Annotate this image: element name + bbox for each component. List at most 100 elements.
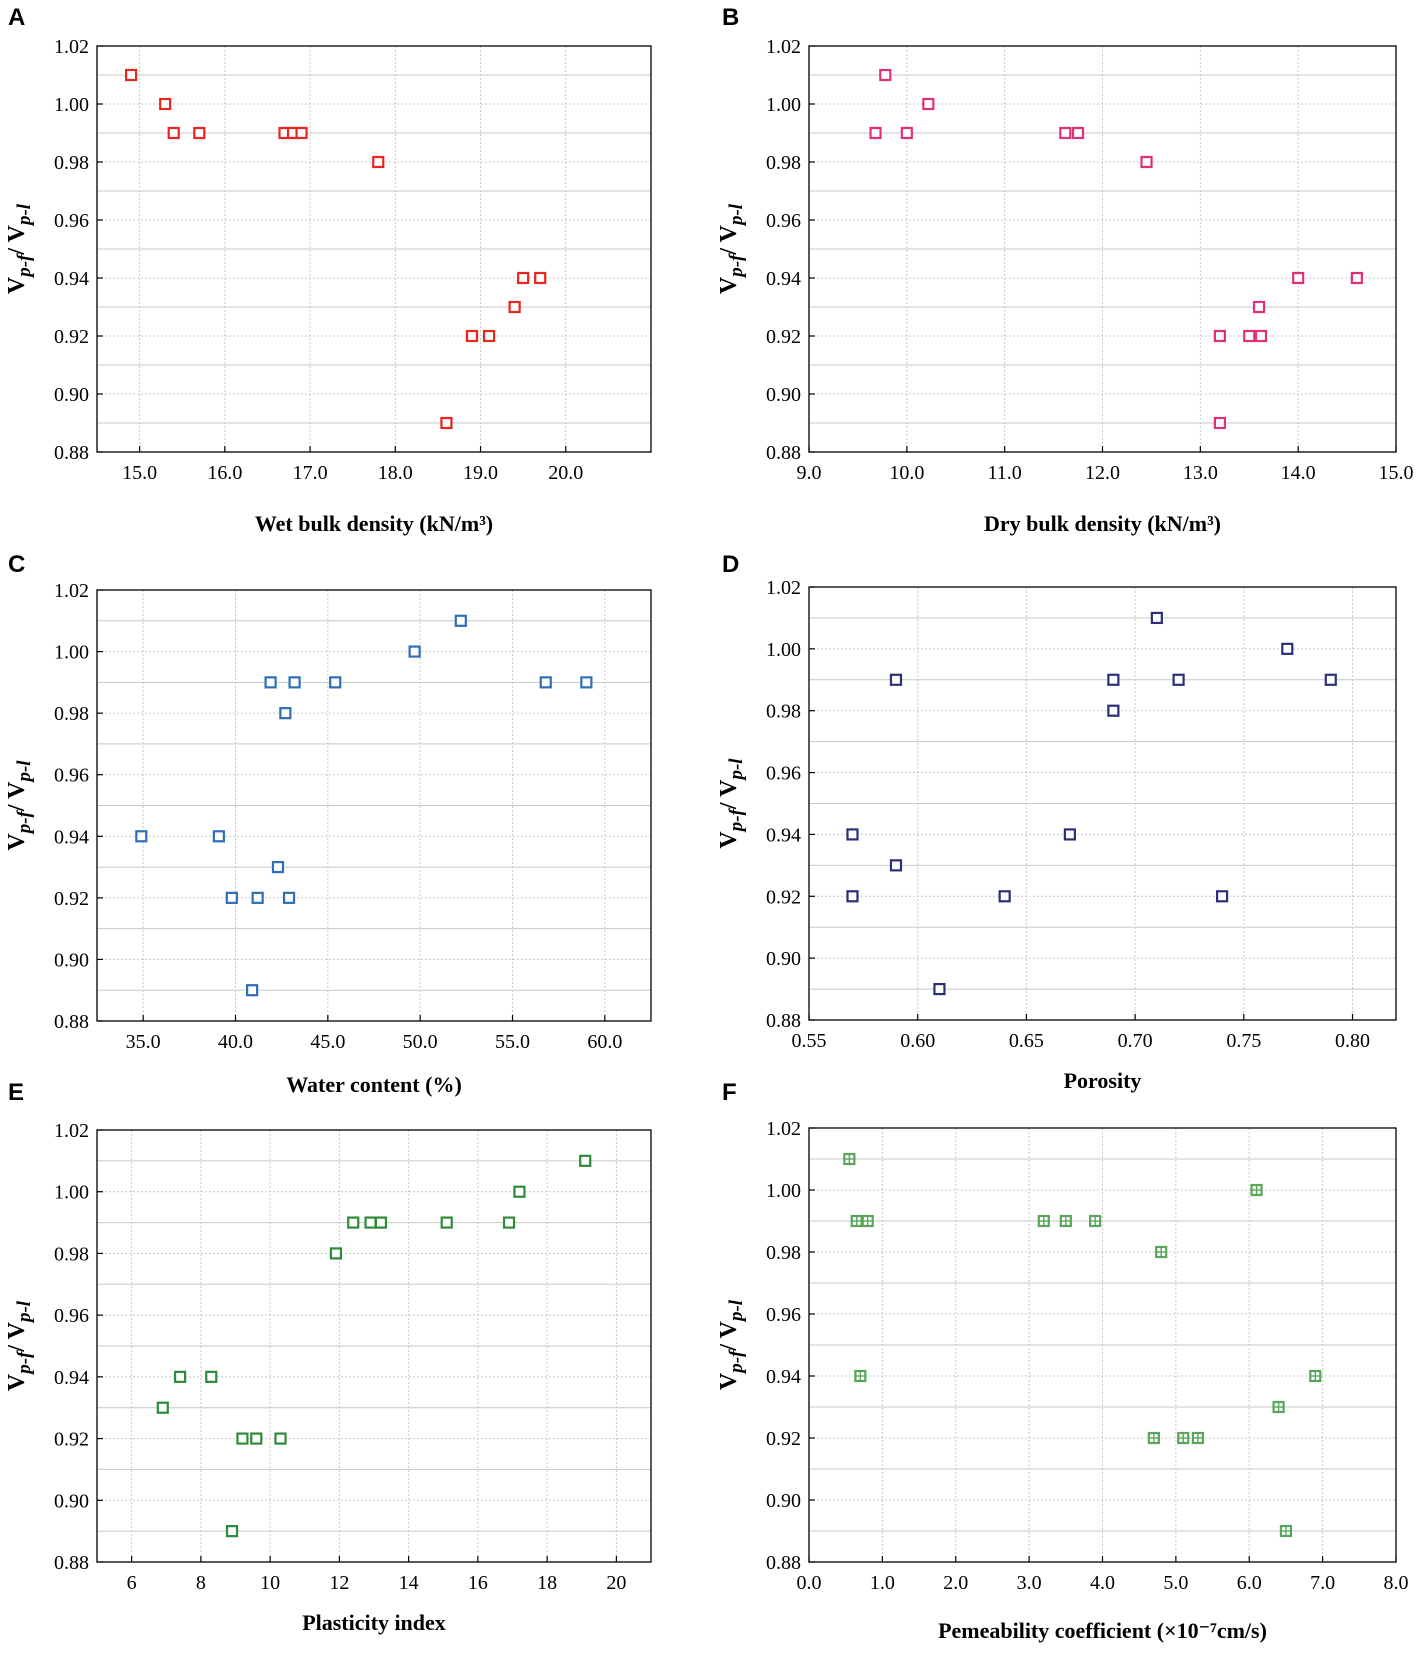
x-tick-label: 13.0 xyxy=(1183,462,1218,484)
data-point xyxy=(1279,1524,1293,1538)
point-marker xyxy=(347,1216,360,1229)
y-axis-title: Vp-f/ Vp-l xyxy=(4,203,35,294)
x-tick-label: 0.55 xyxy=(792,1030,827,1052)
y-tick-label: 1.02 xyxy=(54,580,89,602)
y-tick-label: 0.92 xyxy=(54,888,89,910)
y-tick-label: 0.88 xyxy=(54,1011,89,1033)
y-tick-label: 1.00 xyxy=(54,1182,89,1204)
data-point xyxy=(1107,704,1120,717)
y-tick-label: 0.98 xyxy=(766,152,801,174)
x-tick-label: 6 xyxy=(127,1572,137,1594)
point-marker xyxy=(1350,271,1363,285)
data-point xyxy=(1243,329,1256,343)
point-marker xyxy=(225,891,238,904)
y-title-v: V xyxy=(716,276,742,294)
y-tick-label: 0.92 xyxy=(54,326,89,348)
y-tick-label: 0.90 xyxy=(54,384,89,406)
data-point xyxy=(889,859,903,872)
y-tick-label: 1.00 xyxy=(54,94,89,116)
data-point xyxy=(250,1432,263,1445)
data-point xyxy=(374,1216,388,1229)
data-point xyxy=(1089,1214,1102,1228)
y-tick-label: 0.92 xyxy=(766,886,801,908)
point-marker xyxy=(508,300,521,314)
data-point xyxy=(502,1216,516,1229)
data-point xyxy=(1059,1214,1072,1228)
data-point xyxy=(1292,271,1305,285)
point-marker xyxy=(329,1247,343,1260)
x-tick-label: 18 xyxy=(537,1572,557,1594)
y-tick-label: 0.88 xyxy=(766,442,801,464)
y-tick-label: 0.92 xyxy=(54,1429,89,1451)
plot-frame xyxy=(96,589,652,1022)
data-point xyxy=(212,830,225,843)
x-tick-label: 55.0 xyxy=(495,1031,530,1053)
point-marker xyxy=(1243,329,1256,343)
y-tick-label: 1.00 xyxy=(766,94,801,116)
point-marker xyxy=(372,155,385,169)
data-point xyxy=(364,1216,377,1229)
data-point xyxy=(159,97,172,111)
y-title-sep: / V xyxy=(4,224,30,255)
y-tick-label: 0.98 xyxy=(766,1242,801,1264)
y-title-v: V xyxy=(716,831,742,849)
data-point xyxy=(1140,155,1153,169)
y-title-sub1: p-f xyxy=(14,809,35,835)
point-marker xyxy=(374,1216,388,1229)
y-title-sub2: p-l xyxy=(726,203,747,227)
data-point xyxy=(854,1369,867,1383)
point-marker xyxy=(580,676,593,689)
x-tick-label: 12 xyxy=(329,1572,349,1594)
y-axis-title: Vp-f/ Vp-l xyxy=(4,1300,35,1391)
point-marker xyxy=(271,860,285,874)
point-marker xyxy=(1107,673,1120,686)
data-point xyxy=(534,271,547,285)
data-point xyxy=(372,155,385,169)
data-point xyxy=(889,673,903,686)
x-tick-label: 15.0 xyxy=(1379,462,1414,484)
x-tick-label: 9.0 xyxy=(797,462,822,484)
x-tick-label: 8 xyxy=(196,1572,206,1594)
data-point xyxy=(850,1214,863,1228)
data-point xyxy=(1150,611,1163,625)
data-point xyxy=(246,984,259,997)
plot-frame xyxy=(96,45,652,453)
point-marker xyxy=(869,126,882,140)
x-tick-label: 0.65 xyxy=(1009,1030,1044,1052)
y-tick-label: 0.88 xyxy=(54,1552,89,1574)
data-point xyxy=(1254,329,1268,343)
point-marker xyxy=(236,1432,249,1445)
point-marker xyxy=(1324,673,1337,686)
y-tick-label: 0.96 xyxy=(766,763,801,785)
point-marker xyxy=(193,126,206,140)
data-point xyxy=(440,416,453,430)
y-tick-label: 0.96 xyxy=(54,765,89,787)
point-marker xyxy=(889,859,903,872)
y-tick-label: 0.90 xyxy=(766,384,801,406)
point-marker xyxy=(1281,642,1294,655)
point-marker xyxy=(482,329,496,343)
y-tick-label: 0.94 xyxy=(54,1367,89,1389)
point-marker xyxy=(1071,126,1085,140)
point-marker xyxy=(282,891,296,904)
y-tick-label: 1.02 xyxy=(54,1120,89,1142)
y-tick-label: 0.96 xyxy=(54,210,89,232)
data-point xyxy=(174,1370,187,1383)
x-tick-label: 14.0 xyxy=(1281,462,1316,484)
x-tick-label: 6.0 xyxy=(1237,1572,1262,1594)
data-point xyxy=(1250,1183,1263,1197)
x-tick-label: 3.0 xyxy=(1017,1572,1042,1594)
y-tick-label: 1.02 xyxy=(54,36,89,58)
y-tick-label: 0.98 xyxy=(766,701,801,723)
panel-f: F 0.0 1.0 2.0 3.0 4.0 5.0 6.0 7.0 8.0 0.88 0.90 0.92… xyxy=(716,1079,1409,1643)
y-title-sep: / V xyxy=(716,1320,742,1351)
data-point xyxy=(225,891,238,904)
data-point xyxy=(846,890,859,903)
y-tick-label: 1.00 xyxy=(766,1180,801,1202)
data-point xyxy=(1147,1431,1160,1445)
y-title-v: V xyxy=(4,276,30,294)
data-point xyxy=(1191,1431,1204,1445)
y-title-sep: / V xyxy=(716,779,742,810)
y-tick-label: 1.02 xyxy=(766,1118,801,1140)
panel-label: E xyxy=(8,1079,24,1106)
